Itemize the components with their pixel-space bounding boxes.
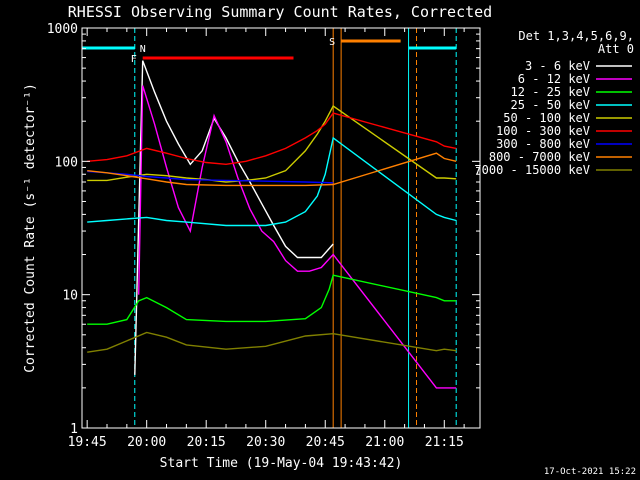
y-tick-label-1000: 1000 — [47, 22, 78, 37]
legend-label-4: 50 - 100 keV — [503, 111, 590, 125]
y-axis-label: Corrected Count Rate (s⁻¹ detector⁻¹) — [23, 83, 38, 373]
legend-label-6: 300 - 800 keV — [496, 137, 590, 151]
legend-header-line2: Att 0 — [598, 42, 634, 56]
x-tick-label-2115: 21:15 — [425, 435, 464, 450]
legend-label-1: 6 - 12 keV — [518, 72, 590, 86]
flag-label-S: S — [329, 37, 335, 48]
y-tick-label-10: 10 — [62, 289, 78, 304]
x-tick-label-2030: 20:30 — [246, 435, 285, 450]
x-tick-label-2045: 20:45 — [306, 435, 345, 450]
flag-label-F: F — [131, 54, 137, 65]
legend-label-0: 3 - 6 keV — [525, 59, 590, 73]
series-line-0 — [134, 60, 334, 375]
x-tick-label-2015: 20:15 — [187, 435, 226, 450]
y-tick-label-1: 1 — [70, 422, 78, 437]
series-line-3 — [87, 136, 457, 227]
legend-label-7: 800 - 7000 keV — [489, 150, 590, 164]
axes-layer: 1 10 100 1000 19:45 20:00 20:15 20:30 20:45 21:00… — [47, 22, 480, 450]
series-line-7 — [87, 152, 457, 187]
legend-header-line1: Det 1,3,4,5,6,9, — [518, 29, 634, 43]
series-group — [82, 28, 457, 428]
series-line-8 — [87, 331, 457, 353]
plot-frame — [81, 27, 481, 429]
x-tick-label-2100: 21:00 — [365, 435, 404, 450]
footer-date: 17-Oct-2021 15:22 — [544, 467, 636, 477]
series-line-1 — [138, 85, 457, 389]
legend-label-3: 25 - 50 keV — [511, 98, 590, 112]
x-tick-label-2000: 20:00 — [127, 435, 166, 450]
x-tick-label-1945: 19:45 — [68, 435, 107, 450]
chart-title: RHESSI Observing Summary Count Rates, Co… — [68, 3, 492, 21]
legend-label-5: 100 - 300 keV — [496, 124, 590, 138]
legend-label-8: 7000 - 15000 keV — [474, 163, 590, 177]
data-layer: NF S — [82, 28, 457, 428]
legend-label-2: 12 - 25 keV — [511, 85, 590, 99]
y-tick-label-100: 100 — [55, 155, 78, 170]
series-line-5 — [87, 112, 457, 166]
x-axis-label: Start Time (19-May-04 19:43:42) — [160, 456, 403, 471]
series-line-2 — [87, 274, 457, 325]
flag-label-N: N — [140, 44, 146, 55]
